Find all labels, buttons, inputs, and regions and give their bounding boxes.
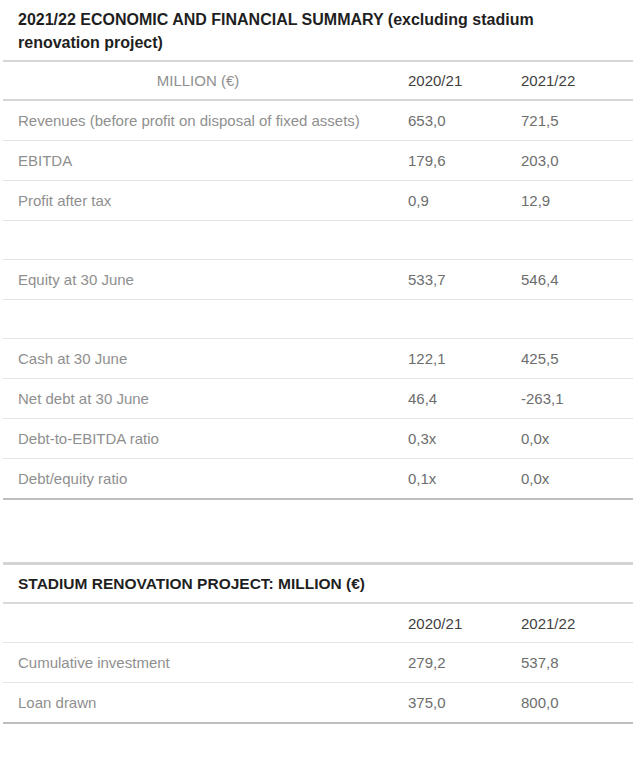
- value-2021-22: 203,0: [506, 150, 633, 171]
- page: 2021/22 ECONOMIC AND FINANCIAL SUMMARY (…: [0, 0, 640, 761]
- table-row-spacer: [3, 221, 633, 260]
- value-2021-22: 12,9: [506, 190, 633, 211]
- table-row: Debt/equity ratio 0,1x 0,0x: [3, 459, 633, 500]
- year-2021-22-header-cell: 2021/22: [506, 615, 633, 632]
- stadium-renovation-table: STADIUM RENOVATION PROJECT: MILLION (€) …: [3, 562, 633, 724]
- table-row-spacer: [3, 300, 633, 339]
- economic-financial-summary-table: MILLION (€) 2020/21 2021/22 Revenues (be…: [3, 60, 633, 500]
- year-2020-21-header-cell: 2020/21: [393, 615, 506, 632]
- row-label: Debt/equity ratio: [3, 468, 393, 489]
- summary-table-title: 2021/22 ECONOMIC AND FINANCIAL SUMMARY (…: [3, 0, 633, 60]
- row-label: Equity at 30 June: [3, 269, 393, 290]
- year-2021-22-header-cell: 2021/22: [506, 72, 633, 89]
- row-label: Debt-to-EBITDA ratio: [3, 428, 393, 449]
- table-row: Cash at 30 June 122,1 425,5: [3, 339, 633, 379]
- value-2020-21: 179,6: [393, 150, 506, 171]
- year-2020-21-header-cell: 2020/21: [393, 72, 506, 89]
- value-2020-21: 0,9: [393, 190, 506, 211]
- table-row: Equity at 30 June 533,7 546,4: [3, 260, 633, 300]
- value-2021-22: 0,0x: [506, 428, 633, 449]
- row-label: Cash at 30 June: [3, 348, 393, 369]
- table-row: Cumulative investment 279,2 537,8: [3, 643, 633, 683]
- value-2021-22: 721,5: [506, 110, 633, 131]
- row-label: Net debt at 30 June: [3, 388, 393, 409]
- row-label: Revenues (before profit on disposal of f…: [3, 110, 393, 131]
- value-2021-22: 425,5: [506, 348, 633, 369]
- value-2020-21: 533,7: [393, 269, 506, 290]
- table-row: Net debt at 30 June 46,4 -263,1: [3, 379, 633, 419]
- stadium-table-title-row: STADIUM RENOVATION PROJECT: MILLION (€): [3, 565, 633, 604]
- stadium-header-row: 2020/21 2021/22: [3, 604, 633, 643]
- value-2020-21: 122,1: [393, 348, 506, 369]
- value-2021-22: -263,1: [506, 388, 633, 409]
- value-2021-22: 0,0x: [506, 468, 633, 489]
- value-2020-21: 375,0: [393, 692, 506, 713]
- value-2021-22: 537,8: [506, 652, 633, 673]
- table-row: EBITDA 179,6 203,0: [3, 141, 633, 181]
- row-label: Loan drawn: [3, 692, 393, 713]
- row-label: EBITDA: [3, 150, 393, 171]
- table-row: Loan drawn 375,0 800,0: [3, 683, 633, 724]
- unit-header-cell: MILLION (€): [3, 70, 393, 91]
- value-2020-21: 0,1x: [393, 468, 506, 489]
- table-row: Debt-to-EBITDA ratio 0,3x 0,0x: [3, 419, 633, 459]
- summary-header-row: MILLION (€) 2020/21 2021/22: [3, 62, 633, 101]
- value-2020-21: 279,2: [393, 652, 506, 673]
- value-2020-21: 46,4: [393, 388, 506, 409]
- value-2021-22: 800,0: [506, 692, 633, 713]
- stadium-table-title: STADIUM RENOVATION PROJECT: MILLION (€): [3, 575, 633, 593]
- row-label: Profit after tax: [3, 190, 393, 211]
- value-2021-22: 546,4: [506, 269, 633, 290]
- table-row: Profit after tax 0,9 12,9: [3, 181, 633, 221]
- value-2020-21: 653,0: [393, 110, 506, 131]
- row-label: Cumulative investment: [3, 652, 393, 673]
- table-row: Revenues (before profit on disposal of f…: [3, 101, 633, 141]
- value-2020-21: 0,3x: [393, 428, 506, 449]
- tables-gap: [3, 500, 633, 562]
